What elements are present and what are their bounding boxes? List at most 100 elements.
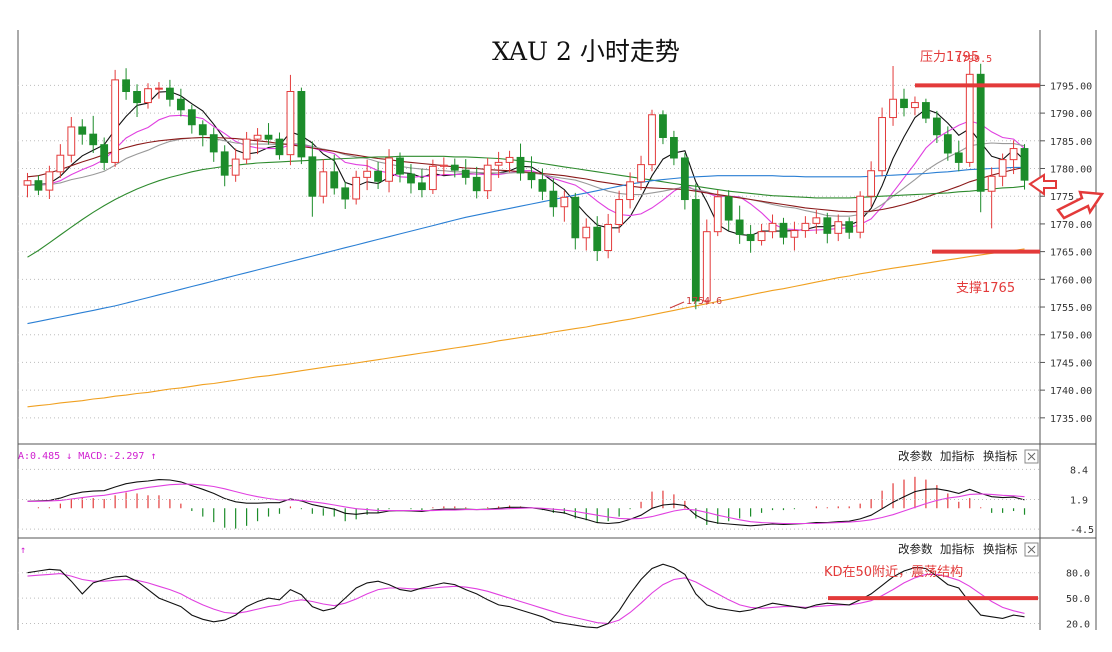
candle <box>34 175 43 196</box>
macd-histogram <box>37 476 1026 529</box>
candle-body <box>198 124 207 136</box>
candle <box>659 110 667 145</box>
low-marker-label: 1754.6 <box>686 296 722 307</box>
candle <box>812 210 821 234</box>
resistance-label: 压力1795 <box>920 50 979 65</box>
main-y-tick-label: 1760.00 <box>1050 275 1092 286</box>
candle <box>878 107 886 177</box>
candle-body <box>856 195 865 233</box>
kd-switch-indicator-button[interactable]: 换指标 <box>983 542 1018 556</box>
macd-y-tick-label: -4.5 <box>1070 525 1094 536</box>
candle-body <box>889 98 897 119</box>
candle <box>374 161 382 190</box>
candle-body <box>659 114 667 138</box>
candle-body <box>209 134 218 153</box>
candle <box>735 205 744 244</box>
candle-body <box>374 170 382 182</box>
candle-body <box>954 152 963 163</box>
candle-body <box>746 233 755 242</box>
candle <box>494 151 503 178</box>
candle-body <box>450 164 459 171</box>
candle <box>1009 140 1018 175</box>
macd-close-icon[interactable] <box>1024 449 1039 464</box>
candle <box>724 190 733 231</box>
candle-body <box>582 226 591 239</box>
candle <box>867 161 876 207</box>
kd-lines <box>27 563 1025 629</box>
candle <box>319 159 328 204</box>
macd-change-params-button[interactable]: 改参数 <box>898 449 933 463</box>
candle <box>757 223 766 246</box>
candle-body <box>593 226 602 252</box>
main-y-tick-label: 1780.00 <box>1050 165 1092 176</box>
candle <box>100 137 109 171</box>
candle <box>626 172 634 209</box>
candle <box>746 225 755 253</box>
support-label: 支撑1765 <box>956 281 1015 296</box>
candle <box>439 157 448 176</box>
candle-body <box>724 196 733 221</box>
candle <box>396 152 404 183</box>
candle-body <box>549 190 558 208</box>
kd-close-icon[interactable] <box>1024 542 1039 557</box>
candle-body <box>626 181 634 201</box>
candle-body <box>385 157 393 182</box>
candle-body <box>713 196 722 233</box>
candle-body <box>976 73 985 192</box>
candle <box>648 109 656 172</box>
candle-body <box>494 161 503 166</box>
candle-body <box>757 231 766 242</box>
candle <box>209 127 218 162</box>
candle <box>954 140 963 172</box>
macd-y-tick-labels: 8.4 1.9 -4.5 <box>18 465 1094 536</box>
candle-body <box>648 114 656 166</box>
candle-body <box>823 217 832 234</box>
kd-add-indicator-button[interactable]: 加指标 <box>940 542 975 556</box>
main-y-tick-label: 1745.00 <box>1050 358 1092 369</box>
kd-y-tick-label: 80.0 <box>1066 569 1090 580</box>
candle-body <box>845 221 854 233</box>
candle <box>987 167 996 229</box>
candle-body <box>341 187 350 200</box>
candle <box>549 178 558 217</box>
main-y-tick-label: 1790.00 <box>1050 109 1092 120</box>
candle <box>231 148 240 182</box>
candle <box>691 183 700 310</box>
candle-body <box>176 98 185 111</box>
candle <box>538 168 547 201</box>
candle <box>571 192 580 250</box>
low-marker-arrow <box>669 301 685 309</box>
kd-change-params-button[interactable]: 改参数 <box>898 542 933 556</box>
candle <box>176 88 185 117</box>
ma120-line <box>27 166 1025 325</box>
main-y-tick-label: 1765.00 <box>1050 248 1092 259</box>
candle-body <box>505 156 514 163</box>
macd-add-indicator-button[interactable]: 加指标 <box>940 449 975 463</box>
candle-body <box>133 91 141 104</box>
candle <box>78 119 87 145</box>
candle <box>297 87 306 165</box>
candle <box>998 153 1007 187</box>
main-y-tick-label: 1775.00 <box>1050 192 1092 203</box>
macd-y-tick-label: 8.4 <box>1070 465 1088 476</box>
candle <box>900 88 908 117</box>
candle-body <box>286 91 295 156</box>
candle-body <box>407 173 415 184</box>
candle-body <box>483 164 492 192</box>
kd-annotation: KD在50附近，震荡结构 <box>824 565 963 580</box>
macd-switch-indicator-button[interactable]: 换指标 <box>983 449 1018 463</box>
candle <box>932 110 941 144</box>
candle <box>527 156 536 189</box>
candle-body <box>275 138 284 156</box>
candle <box>943 126 952 161</box>
kd-k-line <box>27 563 1025 629</box>
candle-body <box>604 223 613 252</box>
main-gridlines <box>18 84 1045 419</box>
candle <box>768 214 777 239</box>
candle-body <box>89 133 98 146</box>
main-y-tick-label: 1735.00 <box>1050 414 1092 425</box>
candle-body <box>428 165 437 191</box>
main-y-tick-labels: 1795.00 1790.00 1785.00 1780.00 1775.00 1770.… <box>1050 81 1092 424</box>
candle <box>779 217 788 245</box>
